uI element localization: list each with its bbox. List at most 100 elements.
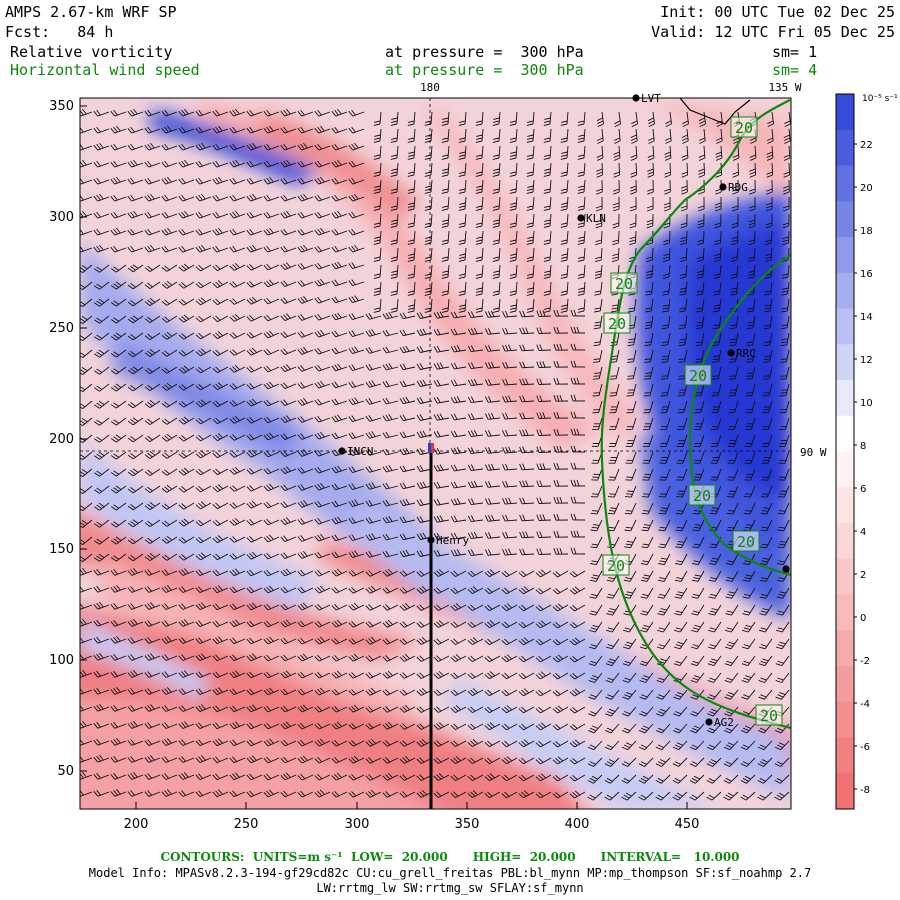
wind-barb — [80, 332, 93, 341]
wind-barb — [94, 468, 110, 477]
wind-barb — [263, 671, 280, 679]
wind-barb — [280, 348, 297, 356]
wind-barb — [612, 196, 620, 212]
wind-barb — [744, 468, 756, 481]
wind-barb — [144, 739, 161, 746]
wind-barb — [331, 688, 348, 696]
wind-barb — [610, 349, 620, 363]
wind-barb — [766, 179, 773, 195]
wind-barb — [212, 227, 229, 236]
wind-barb — [642, 468, 654, 481]
wind-barb — [707, 638, 722, 650]
wind-barb — [570, 530, 586, 538]
wind-barb — [502, 497, 518, 505]
wind-barb — [110, 756, 127, 763]
wind-barb — [229, 383, 246, 390]
wind-barb — [161, 468, 178, 476]
wind-barb — [399, 755, 416, 764]
wind-barb — [93, 738, 110, 746]
wind-barb — [212, 603, 229, 611]
wind-barb — [331, 551, 348, 559]
wind-barb — [195, 790, 212, 798]
wind-barb — [331, 261, 348, 270]
colorbar-segment — [836, 737, 854, 774]
wind-barb — [297, 296, 314, 304]
wind-barb — [161, 143, 178, 151]
wind-barb — [502, 531, 518, 539]
colorbar-tick-label: -8 — [860, 785, 870, 796]
wind-barb — [314, 347, 331, 355]
wind-barb — [577, 128, 586, 143]
wind-barb — [519, 395, 535, 403]
wind-barb — [178, 416, 195, 425]
wind-barb — [263, 450, 280, 458]
wind-barb — [110, 502, 127, 511]
wind-barb — [382, 448, 399, 456]
wind-barb — [161, 722, 178, 729]
wind-barb — [641, 553, 654, 566]
wind-barb — [144, 281, 161, 289]
wind-barb — [763, 332, 773, 347]
wind-barb — [382, 362, 399, 371]
wind-barb — [229, 434, 246, 441]
wind-barb — [638, 740, 654, 751]
wind-barb — [144, 653, 161, 661]
colorbar-segment — [836, 201, 854, 238]
wind-barb — [621, 757, 637, 767]
wind-barb — [761, 451, 773, 464]
wind-barb — [365, 621, 382, 628]
wind-barb — [553, 394, 569, 402]
wind-barb — [458, 196, 467, 211]
wind-barb — [93, 652, 110, 661]
wind-barb — [399, 465, 416, 473]
wind-barb — [246, 688, 263, 696]
wind-barb — [509, 298, 518, 313]
wind-barb — [501, 621, 518, 629]
wind-barb — [161, 227, 178, 236]
wind-barb — [212, 298, 229, 306]
wind-barb — [543, 247, 552, 262]
wind-barb — [229, 245, 246, 253]
wind-barb — [450, 549, 467, 557]
wind-barb — [229, 739, 246, 747]
contour-line-1 — [600, 99, 791, 730]
wind-barb — [280, 245, 297, 253]
wind-barb — [127, 298, 144, 307]
wind-barb — [707, 723, 722, 734]
wind-barb — [297, 193, 314, 202]
wind-barb — [144, 722, 161, 729]
wind-barb — [492, 111, 501, 126]
wind-barb — [212, 143, 229, 151]
wind-barb — [492, 281, 501, 296]
wind-barb — [609, 383, 620, 397]
wind-barb — [424, 230, 433, 245]
wind-barb — [502, 446, 518, 454]
wind-barb — [263, 518, 280, 526]
wind-barb — [763, 315, 773, 330]
wind-barb — [433, 311, 450, 319]
wind-barb — [624, 485, 637, 498]
wind-barb — [144, 298, 161, 306]
wind-barb — [724, 672, 739, 683]
contour-label-box — [602, 554, 630, 576]
wind-barb — [577, 298, 586, 313]
wind-barb — [390, 213, 399, 228]
wind-barb — [509, 145, 518, 160]
wind-barb — [657, 570, 671, 582]
wind-barb — [93, 789, 110, 797]
wind-barb — [713, 298, 722, 313]
wind-barb — [441, 145, 450, 160]
wind-barb — [178, 451, 195, 459]
wind-barb — [690, 638, 705, 650]
wind-barb — [382, 638, 399, 645]
contour-label: 20 — [615, 275, 633, 293]
wind-barb — [536, 497, 552, 504]
wind-barb — [263, 620, 280, 628]
wind-barb — [723, 757, 739, 767]
wind-barb — [743, 519, 756, 532]
station-dot — [577, 214, 585, 222]
wind-barb — [314, 756, 331, 764]
wind-barb — [553, 361, 569, 368]
wind-barb — [706, 740, 722, 751]
